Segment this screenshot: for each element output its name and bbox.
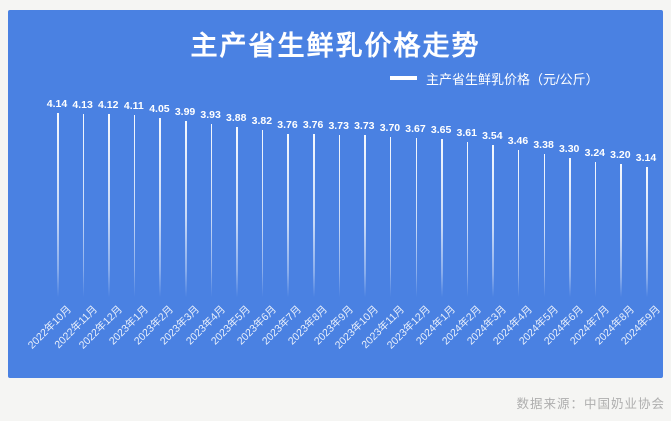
drop-line (466, 141, 469, 297)
value-label: 4.11 (123, 99, 144, 112)
value-label: 4.12 (97, 99, 119, 112)
drop-line (364, 135, 366, 297)
value-label: 4.14 (46, 98, 68, 110)
drop-line (261, 130, 264, 297)
drop-line (338, 135, 341, 297)
drop-line (492, 145, 494, 297)
value-label: 3.76 (277, 118, 298, 131)
value-label: 4.05 (149, 102, 170, 115)
value-label: 3.73 (354, 120, 375, 133)
drop-line (594, 161, 597, 297)
drop-line (646, 167, 648, 297)
value-label: 3.30 (558, 143, 580, 156)
chart-title: 主产省生鲜乳价格走势 (190, 31, 481, 61)
drop-line (133, 114, 136, 297)
value-label: 3.61 (456, 126, 477, 139)
drop-line (415, 138, 418, 297)
value-label: 3.93 (200, 109, 221, 122)
value-label: 3.14 (635, 152, 657, 164)
value-label: 3.70 (379, 121, 401, 134)
drop-line (159, 117, 161, 297)
drop-line (543, 154, 546, 297)
drop-line (108, 114, 110, 297)
drop-line (441, 139, 443, 297)
legend-line-marker (390, 76, 417, 80)
chart-panel: 主产省生鲜乳价格走势 主产省生鲜乳价格（元/公斤） 4.14 2022年10月 4.… (8, 10, 663, 378)
drop-line (517, 149, 520, 297)
value-label: 3.76 (302, 118, 324, 131)
drop-line (185, 121, 187, 297)
legend-label: 主产省生鲜乳价格（元/公斤） (426, 71, 599, 87)
value-label: 3.20 (610, 148, 631, 161)
drop-line (569, 158, 571, 297)
drop-line (82, 113, 85, 297)
drop-line (620, 163, 622, 297)
value-label: 3.82 (251, 115, 273, 128)
drop-line (313, 133, 315, 297)
value-label: 3.24 (584, 146, 605, 159)
value-label: 3.54 (482, 130, 503, 143)
value-label: 3.65 (430, 124, 452, 137)
drop-line (236, 127, 238, 297)
drop-line (57, 113, 59, 297)
plot-area: 4.14 2022年10月 4.13 2022年11月 4.12 2022年12月 4.11… (8, 10, 663, 378)
value-label: 3.88 (226, 112, 247, 125)
drop-line (210, 124, 213, 297)
value-label: 3.38 (533, 139, 554, 152)
drop-line (389, 136, 392, 297)
value-label: 3.99 (174, 106, 196, 119)
chart-legend: 主产省生鲜乳价格（元/公斤） (390, 69, 599, 87)
drop-line (287, 133, 289, 297)
value-label: 4.13 (72, 98, 93, 111)
value-label: 3.73 (328, 120, 349, 133)
value-label: 3.46 (507, 134, 529, 147)
value-label: 3.67 (405, 123, 426, 136)
data-source-note: 数据来源：中国奶业协会 (516, 397, 665, 411)
